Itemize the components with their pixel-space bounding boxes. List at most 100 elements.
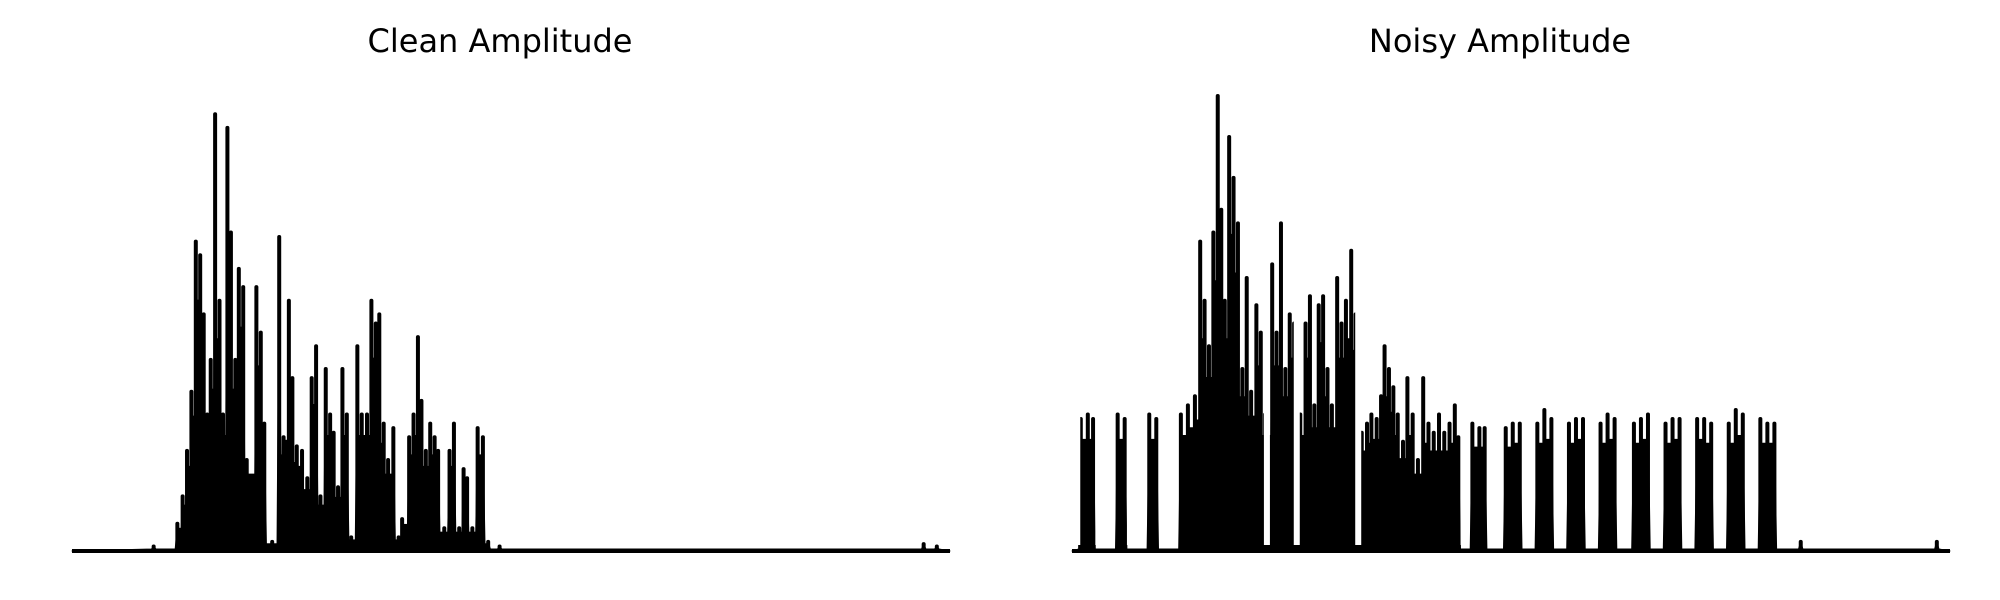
amplitude-burst [1341, 357, 1346, 551]
amplitude-burst [320, 504, 326, 551]
silence-gap [1523, 91, 1530, 545]
amplitude-burst [1351, 349, 1356, 551]
amplitude-burst [1276, 365, 1281, 551]
amplitude-burst [482, 543, 489, 551]
silence-gap [1160, 91, 1167, 545]
amplitude-burst [1439, 450, 1445, 551]
amplitude-burst [1704, 442, 1712, 551]
amplitude-burst [227, 280, 231, 551]
amplitude-burst [398, 539, 403, 551]
amplitude-burst [438, 531, 445, 551]
amplitude-burst [288, 404, 293, 551]
amplitude-burst [279, 454, 284, 551]
amplitude-burst [1289, 357, 1295, 551]
amplitude-burst [260, 442, 265, 551]
amplitude-burst [187, 465, 192, 551]
silence-gap [1685, 91, 1692, 545]
silence-gap [1622, 91, 1629, 545]
amplitude-burst [1449, 442, 1455, 551]
amplitude-burst [1246, 415, 1252, 551]
amplitude-burst [351, 539, 358, 551]
amplitude-burst [459, 531, 464, 551]
amplitude-burst [235, 388, 239, 551]
amplitude-burst [425, 465, 431, 551]
amplitude-burst [1208, 376, 1214, 551]
amplitude-burst [1607, 438, 1615, 551]
chart-title: Clean Amplitude [367, 22, 633, 60]
amplitude-burst [444, 531, 450, 551]
amplitude-burst [177, 527, 183, 551]
amplitude-burst [1256, 365, 1261, 551]
amplitude-burst [472, 531, 478, 551]
amplitude-burst [256, 365, 261, 551]
silence-gap [1135, 91, 1142, 545]
amplitude-burst [1376, 438, 1382, 551]
amplitude-burst [367, 434, 372, 551]
amplitude-burst [1087, 438, 1094, 551]
amplitude-burst [1204, 376, 1209, 551]
amplitude-burst [292, 462, 297, 551]
amplitude-burst [409, 454, 414, 551]
amplitude-burst [333, 496, 339, 551]
amplitude-burst [302, 489, 308, 551]
amplitude-burst [1361, 450, 1368, 551]
amplitude-burst [325, 434, 331, 551]
amplitude-burst [388, 473, 394, 551]
silence-gap [1170, 91, 1177, 545]
silence-gap [1716, 91, 1723, 545]
amplitude-burst [210, 388, 216, 551]
chart-title: Noisy Amplitude [1368, 22, 1632, 60]
noisy-amplitude-plot [1071, 91, 1951, 553]
amplitude-burst [1454, 454, 1459, 551]
amplitude-burst [1735, 434, 1743, 551]
amplitude-burst [1393, 434, 1398, 551]
amplitude-burst [393, 539, 399, 551]
amplitude-burst [1187, 427, 1195, 551]
amplitude-burst [223, 434, 228, 551]
amplitude-burst [1300, 434, 1306, 551]
amplitude-burst [1760, 442, 1768, 551]
amplitude-burst [1314, 427, 1319, 551]
amplitude-burst [1403, 458, 1408, 551]
amplitude-burst [1505, 446, 1513, 551]
amplitude-burst [230, 388, 236, 551]
amplitude-burst [1233, 272, 1238, 551]
amplitude-burst [215, 338, 220, 551]
amplitude-burst [449, 465, 454, 551]
amplitude-burst [1544, 438, 1552, 551]
amplitude-burst [1229, 233, 1234, 552]
amplitude-burst [307, 489, 312, 551]
amplitude-burst [1337, 357, 1342, 551]
amplitude-burst [1149, 438, 1157, 551]
amplitude-burst [379, 442, 384, 551]
amplitude-burst [417, 423, 422, 551]
amplitude-burst [1080, 438, 1088, 551]
amplitude-burst [1423, 442, 1429, 551]
amplitude-burst [1371, 438, 1377, 551]
amplitude-burst [1640, 438, 1648, 551]
amplitude-burst [1575, 438, 1583, 551]
amplitude-burst [1217, 260, 1222, 551]
amplitude-burst [330, 450, 334, 551]
silence-gap [1355, 91, 1362, 545]
amplitude-burst [402, 523, 410, 551]
amplitude-burst [1472, 446, 1480, 551]
amplitude-burst [203, 434, 208, 551]
amplitude-burst [1444, 450, 1450, 551]
amplitude-burst [1384, 396, 1389, 551]
amplitude-burst [1568, 442, 1576, 551]
amplitude-burst [1237, 396, 1243, 551]
amplitude-burst [1221, 338, 1225, 551]
clean-amplitude-plot [71, 112, 951, 553]
amplitude-burst [1224, 338, 1230, 551]
amplitude-burst [361, 434, 368, 551]
silence-gap [1263, 91, 1270, 545]
amplitude-burst [1672, 438, 1680, 551]
silence-gap [1074, 91, 1081, 545]
amplitude-burst [1512, 442, 1520, 551]
amplitude-burst [346, 539, 352, 551]
amplitude-burst [182, 504, 188, 551]
amplitude-burst [1600, 442, 1608, 551]
amplitude-burst [283, 458, 287, 551]
silence-gap [1557, 91, 1564, 545]
